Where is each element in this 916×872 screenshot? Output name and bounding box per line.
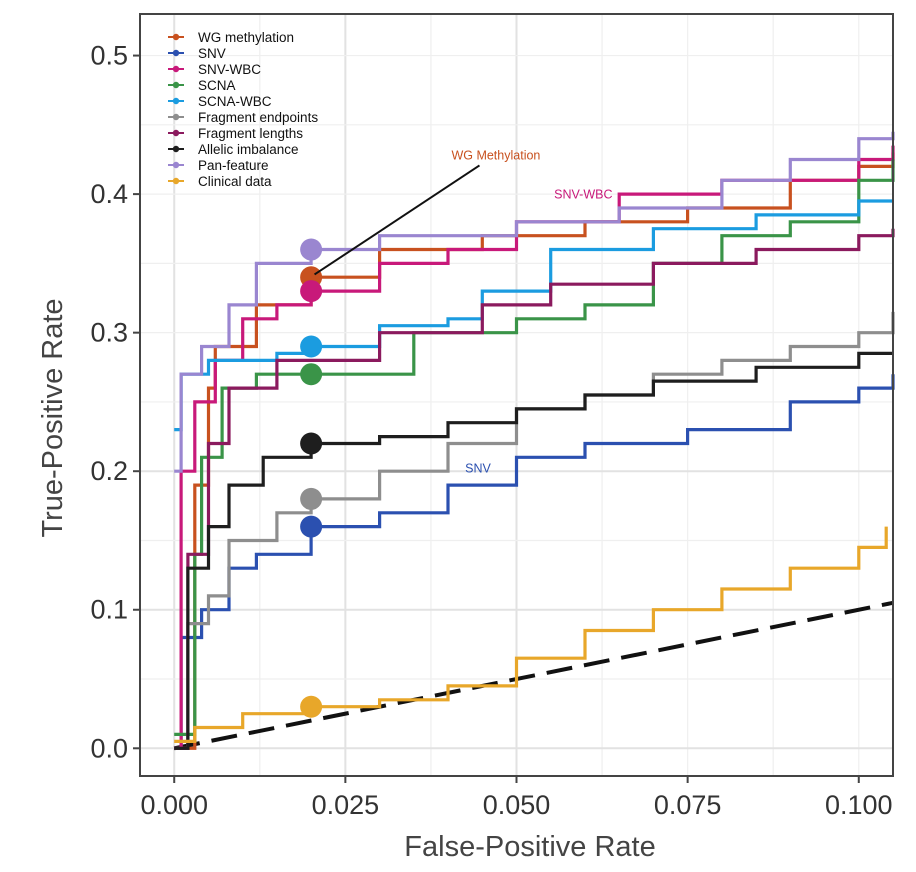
legend-label-clinical-data: Clinical data — [198, 174, 272, 189]
legend-key-dot — [172, 33, 180, 41]
series-line-scna-wbc — [174, 199, 893, 432]
annotation-snv: SNV — [465, 462, 491, 476]
annotations: WG Methylation SNV-WBC SNV — [314, 148, 612, 476]
y-tick-label: 0.5 — [90, 41, 128, 71]
legend-key-dot — [172, 97, 180, 105]
legend-label-wg-methylation: WG methylation — [198, 30, 294, 45]
series-line-allelic-imbalance — [174, 351, 893, 750]
marker-clinical-data — [300, 695, 323, 718]
y-tick-label: 0.4 — [90, 179, 128, 209]
reference-line-layer — [173, 600, 894, 751]
marker-allelic-imbalance — [300, 432, 323, 455]
series-line-scna — [174, 159, 895, 736]
x-tick-label: 0.050 — [483, 790, 551, 820]
legend-key-dot — [172, 65, 180, 73]
legend-key-dot — [172, 161, 180, 169]
legend-key-dot — [172, 49, 180, 57]
annotation-snv-wbc: SNV-WBC — [554, 187, 612, 201]
axis-ticks — [133, 54, 860, 783]
legend: WG methylationSNVSNV-WBCSCNASCNA-WBCFrag… — [168, 30, 318, 189]
legend-label-pan-feature: Pan-feature — [198, 158, 269, 173]
legend-label-snv-wbc: SNV-WBC — [198, 62, 261, 77]
y-tick-label: 0.1 — [90, 595, 128, 625]
legend-label-fragment-endpoints: Fragment endpoints — [198, 110, 318, 125]
legend-key-dot — [172, 145, 180, 153]
legend-key-dot — [172, 113, 180, 121]
marker-layer — [300, 238, 323, 718]
reference-diagonal — [173, 600, 894, 751]
legend-key-dot — [172, 129, 180, 137]
legend-label-scna: SCNA — [198, 78, 236, 93]
y-tick-labels: 0.0 0.1 0.2 0.3 0.4 0.5 — [90, 41, 128, 764]
x-tick-labels: 0.000 0.025 0.050 0.075 0.100 — [140, 790, 892, 820]
marker-scna — [300, 363, 323, 386]
legend-label-allelic-imbalance: Allelic imbalance — [198, 142, 299, 157]
x-tick-label: 0.000 — [140, 790, 208, 820]
series-line-pan-feature — [174, 131, 895, 473]
legend-key-dot — [172, 81, 180, 89]
y-tick-label: 0.3 — [90, 318, 128, 348]
x-tick-label: 0.025 — [312, 790, 380, 820]
marker-pan-feature — [300, 238, 323, 261]
legend-label-scna-wbc: SCNA-WBC — [198, 94, 272, 109]
legend-label-snv: SNV — [198, 46, 226, 61]
x-axis-title: False-Positive Rate — [404, 831, 655, 863]
marker-fragment-endpoints — [300, 487, 323, 510]
annotation-wg-methylation: WG Methylation — [451, 148, 540, 162]
x-tick-label: 0.075 — [654, 790, 722, 820]
annotation-arrow — [314, 164, 481, 276]
marker-scna-wbc — [300, 335, 323, 358]
legend-label-fragment-lengths: Fragment lengths — [198, 126, 303, 141]
legend-key-dot — [172, 177, 180, 185]
series-layer — [174, 131, 895, 750]
y-axis-title: True-Positive Rate — [37, 298, 69, 537]
y-tick-label: 0.0 — [90, 733, 128, 763]
marker-snv — [300, 515, 323, 538]
y-tick-label: 0.2 — [90, 456, 128, 486]
series-line-fragment-endpoints — [174, 311, 895, 750]
marker-snv-wbc — [300, 280, 323, 303]
series-line-snv — [174, 374, 895, 750]
x-tick-label: 0.100 — [825, 790, 893, 820]
series-line-fragment-lengths — [174, 228, 895, 750]
series-line-clinical-data — [174, 526, 888, 743]
